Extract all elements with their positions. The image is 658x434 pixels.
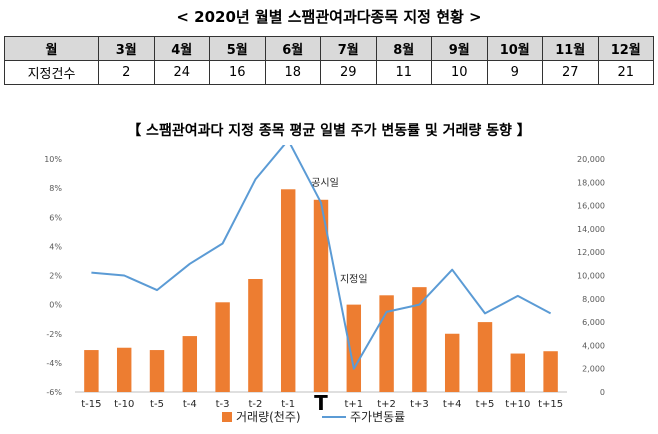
volume-bars — [84, 189, 558, 392]
volume-bar — [116, 347, 132, 392]
table-header-row: 월 3월 4월 5월 6월 7월 8월 9월 10월 11월 12월 — [4, 36, 654, 61]
left-tick-label: 2% — [49, 272, 62, 281]
volume-bar — [313, 199, 329, 392]
table-cell: 29 — [320, 60, 377, 85]
volume-bar — [248, 278, 263, 392]
annotation-label: 지정일 — [340, 274, 368, 286]
table-header-cell: 11월 — [542, 36, 599, 61]
x-tick-label: t-3 — [216, 399, 230, 410]
x-tick-label: t+5 — [476, 399, 495, 410]
table-cell: 27 — [542, 60, 599, 85]
table-header-cell: 3월 — [98, 36, 155, 61]
right-axis: 20,000 18,000 16,000 14,000 12,000 10,000 8,00… — [577, 155, 605, 397]
combo-chart: 10% 8% 6% 4% 2% 0% -2% -4% -6% 20,000 18,000 16,00… — [44, 145, 605, 424]
left-tick-label: -4% — [46, 359, 62, 368]
volume-bar — [84, 350, 99, 392]
x-tick-label: t+4 — [443, 399, 462, 410]
right-tick-label: 4,000 — [582, 341, 605, 350]
x-tick-label: t-5 — [150, 399, 164, 410]
volume-bar — [215, 302, 230, 392]
x-tick-label: t-15 — [81, 399, 101, 410]
monthly-designation-table: 월 3월 4월 5월 6월 7월 8월 9월 10월 11월 12월 지정건수 … — [4, 36, 654, 85]
volume-bar — [412, 287, 427, 392]
left-tick-label: 0% — [49, 301, 62, 310]
table-header-cell: 4월 — [153, 36, 210, 61]
table-header-cell: 8월 — [375, 36, 432, 61]
x-tick-label: t+2 — [377, 399, 396, 410]
left-tick-label: 4% — [49, 242, 62, 251]
table-cell: 11 — [375, 60, 432, 85]
volume-bar — [182, 336, 198, 392]
x-tick-label: t-1 — [281, 399, 295, 410]
volume-bar — [543, 351, 558, 392]
table-cell: 18 — [264, 60, 321, 85]
table-header-cell: 9월 — [431, 36, 488, 61]
x-tick-label: t+3 — [410, 399, 429, 410]
right-tick-label: 8,000 — [582, 295, 605, 304]
chart-title: 【 스팸관여과다 지정 종목 평균 일별 주가 변동률 및 거래량 동향 】 — [127, 123, 531, 139]
table-row-label: 지정건수 — [4, 60, 99, 85]
volume-bar — [444, 333, 460, 392]
x-tick-label: t+15 — [538, 399, 563, 410]
x-tick-label: t-4 — [183, 399, 197, 410]
volume-bar — [280, 189, 296, 392]
x-tick-label: t+10 — [505, 399, 530, 410]
page-title: < 2020년 월별 스팸관여과다종목 지정 현황 > — [176, 8, 482, 26]
table-cell: 9 — [486, 60, 543, 85]
x-tick-label: t-10 — [114, 399, 134, 410]
legend-swatch-bar — [222, 412, 232, 422]
table-cell: 21 — [597, 60, 654, 85]
left-tick-label: 6% — [49, 213, 62, 222]
left-tick-label: -6% — [46, 388, 62, 397]
table-cell: 16 — [209, 60, 266, 85]
left-tick-label: 10% — [44, 155, 62, 164]
right-tick-label: 20,000 — [577, 155, 605, 164]
volume-bar — [346, 304, 362, 392]
left-tick-label: -2% — [46, 330, 62, 339]
table-cell: 24 — [153, 60, 210, 85]
right-tick-label: 12,000 — [577, 248, 605, 257]
table-header-label: 월 — [4, 36, 99, 61]
right-tick-label: 0 — [600, 388, 605, 397]
right-tick-label: 6,000 — [582, 318, 605, 327]
table-cell: 10 — [431, 60, 488, 85]
table-header-cell: 5월 — [209, 36, 266, 61]
right-tick-label: 18,000 — [577, 178, 605, 187]
table-header-cell: 6월 — [264, 36, 321, 61]
legend-label: 거래량(천주) — [236, 409, 301, 424]
table-header-cell: 12월 — [597, 36, 654, 61]
left-axis: 10% 8% 6% 4% 2% 0% -2% -4% -6% — [44, 155, 62, 397]
left-tick-label: 8% — [49, 184, 62, 193]
price-change-line — [91, 145, 552, 370]
table-cell: 2 — [98, 60, 155, 85]
x-tick-label: t+1 — [344, 399, 363, 410]
right-tick-label: 14,000 — [577, 225, 605, 234]
table-row: 지정건수 2 24 16 18 29 11 10 9 27 21 — [4, 60, 654, 85]
table-header-cell: 7월 — [320, 36, 377, 61]
volume-bar — [510, 353, 526, 392]
legend-label: 주가변동률 — [350, 410, 405, 424]
price-change-series-line — [91, 145, 552, 370]
announcement-day-marker: T — [314, 391, 328, 415]
right-tick-label: 2,000 — [582, 365, 605, 374]
volume-bar — [477, 322, 493, 392]
right-tick-label: 16,000 — [577, 202, 605, 211]
volume-bar — [149, 350, 165, 392]
x-tick-label: t-2 — [248, 399, 262, 410]
legend: 거래량(천주) 주가변동률 — [222, 409, 405, 424]
annotation-label: 공시일 — [311, 177, 339, 189]
right-tick-label: 10,000 — [577, 272, 605, 281]
table-header-cell: 10월 — [486, 36, 543, 61]
